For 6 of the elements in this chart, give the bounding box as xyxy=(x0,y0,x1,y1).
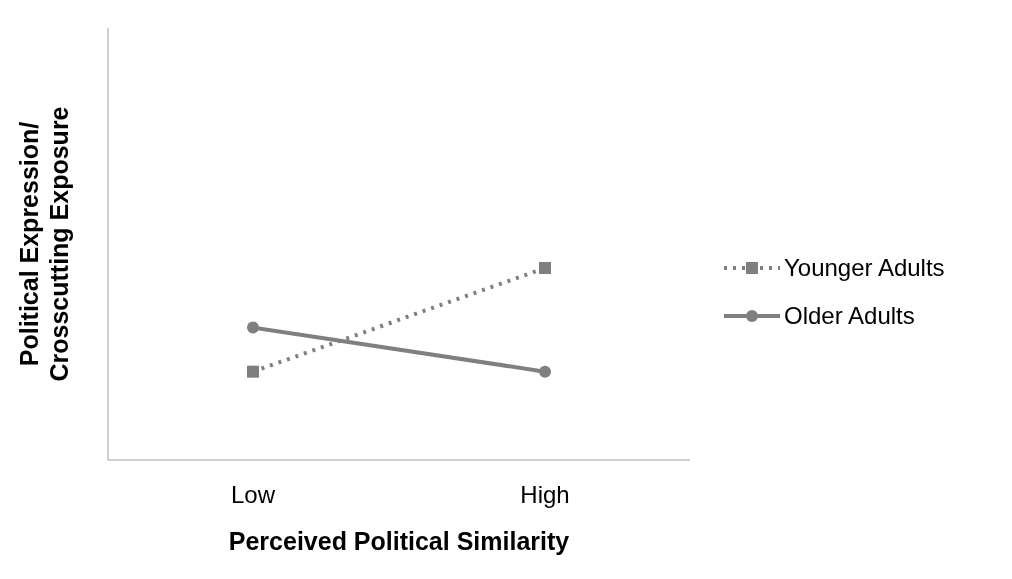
legend-label: Younger Adults xyxy=(784,254,945,282)
x-axis-title: Perceived Political Similarity xyxy=(228,527,570,555)
legend-label: Older Adults xyxy=(784,302,915,330)
x-tick-label: Low xyxy=(230,481,276,509)
y-axis-title: Political Expression/ Crosscutting Exposure xyxy=(15,106,73,382)
x-tick-label: High xyxy=(520,481,570,509)
